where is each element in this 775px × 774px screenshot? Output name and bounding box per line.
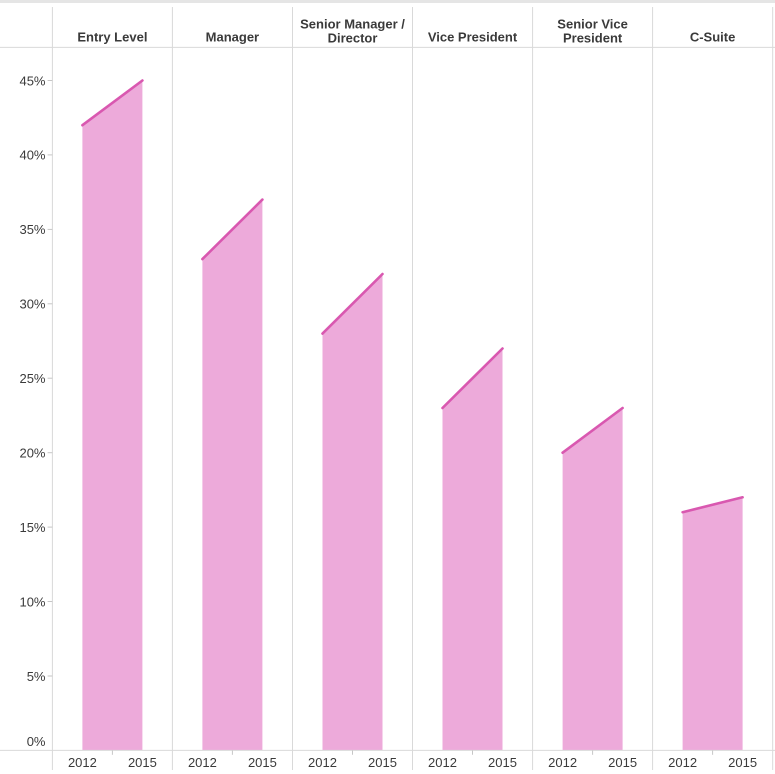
svg-text:15%: 15% bbox=[19, 520, 45, 535]
svg-text:Entry Level: Entry Level bbox=[77, 30, 147, 45]
svg-text:Senior Vice: Senior Vice bbox=[557, 17, 628, 32]
svg-text:C-Suite: C-Suite bbox=[690, 30, 736, 45]
svg-text:2012: 2012 bbox=[308, 755, 337, 770]
svg-text:2015: 2015 bbox=[728, 755, 757, 770]
svg-text:0%: 0% bbox=[27, 734, 46, 749]
svg-text:2012: 2012 bbox=[548, 755, 577, 770]
svg-text:40%: 40% bbox=[19, 148, 45, 163]
svg-text:2015: 2015 bbox=[248, 755, 277, 770]
svg-text:5%: 5% bbox=[27, 669, 46, 684]
svg-text:2015: 2015 bbox=[128, 755, 157, 770]
svg-text:Director: Director bbox=[328, 31, 378, 46]
svg-text:Manager: Manager bbox=[206, 30, 259, 45]
svg-text:2012: 2012 bbox=[188, 755, 217, 770]
svg-text:35%: 35% bbox=[19, 222, 45, 237]
svg-text:10%: 10% bbox=[19, 594, 45, 609]
svg-text:30%: 30% bbox=[19, 297, 45, 312]
svg-text:2012: 2012 bbox=[668, 755, 697, 770]
svg-text:20%: 20% bbox=[19, 446, 45, 461]
svg-text:2015: 2015 bbox=[488, 755, 517, 770]
svg-text:Senior Manager /: Senior Manager / bbox=[300, 17, 405, 32]
svg-text:2015: 2015 bbox=[608, 755, 637, 770]
svg-text:25%: 25% bbox=[19, 371, 45, 386]
svg-text:2015: 2015 bbox=[368, 755, 397, 770]
svg-text:President: President bbox=[563, 31, 623, 46]
svg-text:2012: 2012 bbox=[68, 755, 97, 770]
svg-text:Vice President: Vice President bbox=[428, 30, 518, 45]
svg-text:45%: 45% bbox=[19, 73, 45, 88]
svg-text:2012: 2012 bbox=[428, 755, 457, 770]
